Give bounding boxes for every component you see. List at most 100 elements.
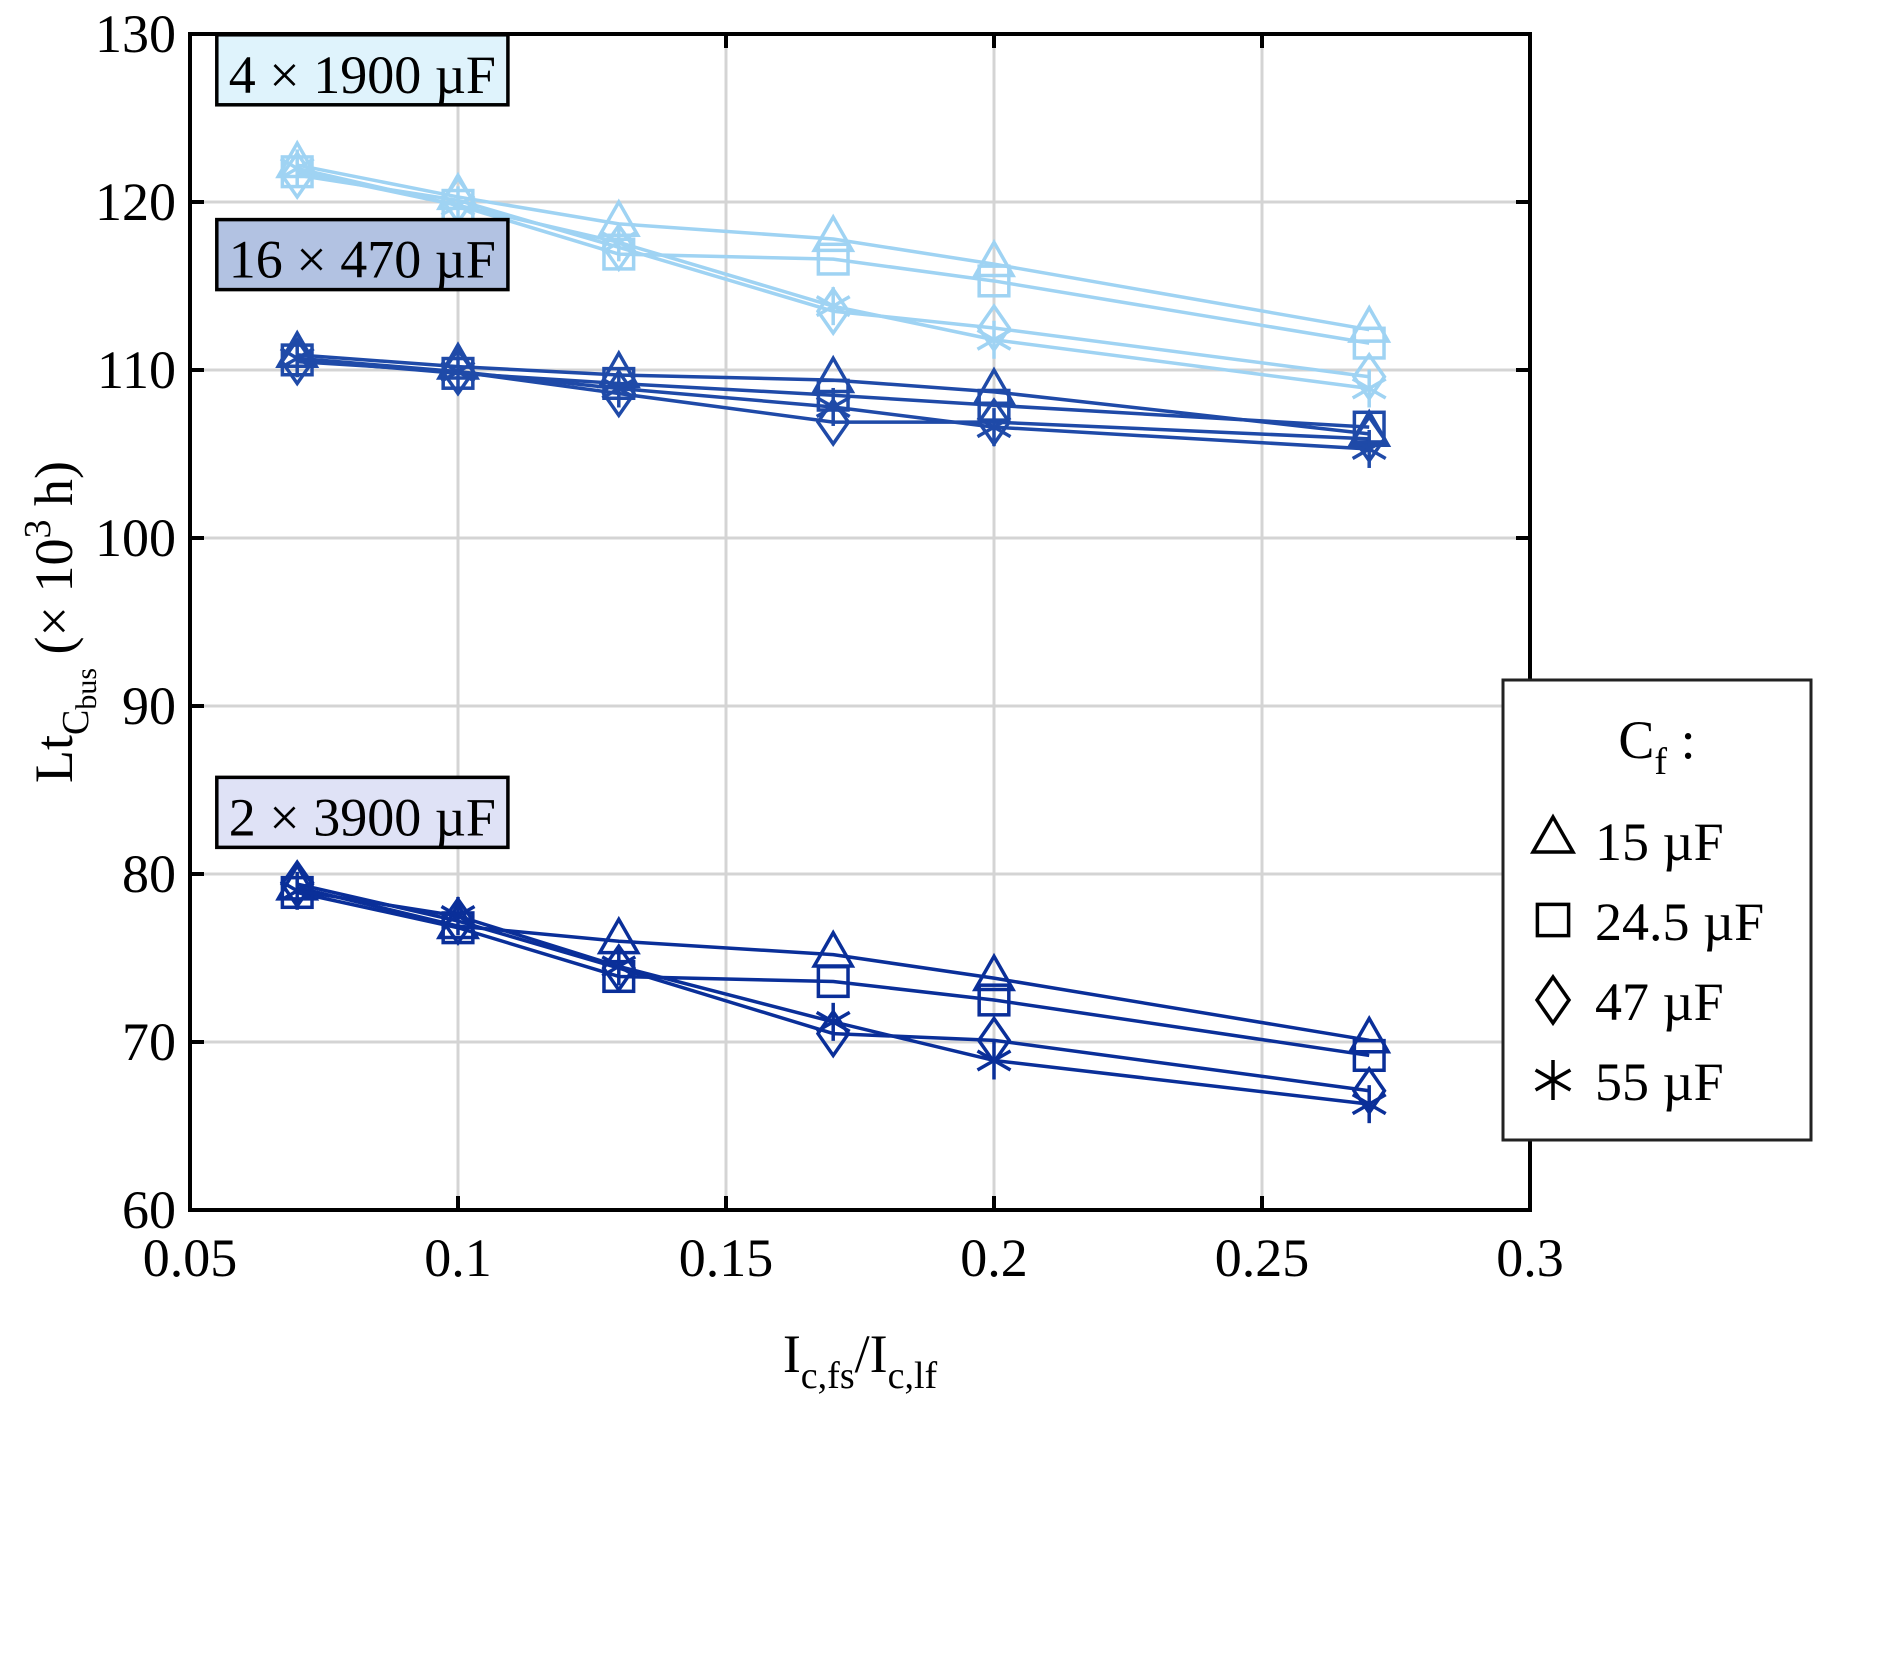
y-tick-label: 120 — [95, 172, 176, 232]
data-point-asterisk — [1351, 1085, 1387, 1124]
legend-marker-triangle — [1529, 813, 1577, 854]
x-tick-label: 0.05 — [143, 1228, 238, 1288]
data-point-asterisk — [279, 871, 315, 910]
legend-title: Cf : — [1618, 710, 1695, 783]
legend-entry: 47 µF — [1534, 972, 1724, 1032]
data-point-asterisk — [440, 352, 476, 391]
asterisk-stroke — [279, 157, 315, 180]
series-group-0 — [275, 139, 1392, 408]
data-point-asterisk — [815, 387, 851, 426]
data-point-asterisk — [279, 149, 315, 188]
legend-entry: 55 µF — [1534, 1052, 1724, 1112]
asterisk-stroke — [976, 1049, 1012, 1072]
legend-entry: 24.5 µF — [1535, 892, 1764, 952]
data-point-triangle — [971, 238, 1017, 278]
series-line — [296, 885, 1370, 1043]
asterisk-stroke — [1351, 1093, 1387, 1116]
legend-marker-asterisk — [1534, 1060, 1572, 1100]
group-label-text: 2 × 3900 µF — [229, 787, 496, 847]
data-point-triangle — [811, 929, 856, 968]
x-tick-label: 0.3 — [1496, 1228, 1564, 1288]
series-group-2 — [275, 859, 1392, 1124]
data-point-square — [1352, 326, 1386, 360]
data-point-diamond — [279, 150, 315, 201]
data-point-asterisk — [601, 369, 637, 408]
data-point-asterisk — [1351, 429, 1387, 468]
x-tick-label: 0.1 — [424, 1228, 492, 1288]
y-tick-label: 90 — [122, 676, 176, 736]
legend-marker-square — [1535, 902, 1571, 938]
legend-label: 55 µF — [1595, 1052, 1724, 1112]
series-line — [296, 890, 1370, 1058]
asterisk-stroke — [815, 1010, 851, 1033]
legend: Cf : 15 µF 24.5 µF 47 µF 55 µF — [1501, 678, 1813, 1142]
asterisk-stroke — [815, 395, 851, 418]
data-point-square — [977, 264, 1011, 298]
data-point-asterisk — [601, 223, 637, 262]
data-point-asterisk — [279, 339, 315, 378]
data-point-triangle — [811, 213, 856, 253]
legend-label: 47 µF — [1595, 972, 1724, 1032]
data-point-square — [816, 242, 850, 276]
series-line — [296, 166, 1370, 391]
asterisk-stroke — [976, 328, 1012, 351]
y-tick-label: 110 — [97, 340, 176, 400]
data-point-asterisk — [815, 287, 851, 326]
data-point-asterisk — [976, 320, 1012, 359]
legend-label: 15 µF — [1595, 812, 1724, 872]
series-line — [296, 889, 1370, 1106]
x-axis-title: Ic,fs/Ic,lf — [783, 1324, 938, 1397]
group-label-bg — [215, 33, 510, 107]
asterisk-stroke — [976, 416, 1012, 439]
data-point-asterisk — [1351, 369, 1387, 408]
series-line — [297, 356, 1370, 451]
data-point-asterisk — [976, 408, 1012, 447]
y-tick-label: 80 — [122, 844, 176, 904]
data-point-triangle — [971, 952, 1017, 992]
asterisk-stroke — [601, 955, 637, 978]
data-point-square — [816, 964, 850, 999]
asterisk-stroke — [601, 231, 637, 254]
plot-frame — [188, 32, 1532, 1212]
asterisk-stroke — [601, 377, 637, 400]
group-label-text: 4 × 1900 µF — [229, 45, 496, 105]
asterisk-stroke — [1351, 377, 1387, 400]
group-label-box: 2 × 3900 µF — [215, 775, 510, 850]
data-point-triangle — [1347, 1014, 1392, 1054]
y-tick-label: 60 — [122, 1180, 176, 1240]
group-label-box: 4 × 1900 µF — [215, 33, 510, 107]
y-tick-label: 70 — [122, 1012, 176, 1072]
data-point-asterisk — [440, 897, 476, 935]
asterisk-stroke — [279, 879, 315, 902]
legend-marker-diamond — [1534, 973, 1572, 1027]
data-point-square — [977, 983, 1011, 1017]
series-line — [296, 882, 1370, 1093]
group-label-bg — [215, 217, 510, 292]
x-tick-label: 0.25 — [1215, 1228, 1310, 1288]
legend-entries: 15 µF 24.5 µF 47 µF 55 µF — [1529, 812, 1764, 1112]
series-line — [296, 173, 1370, 379]
series-group-1 — [275, 329, 1392, 468]
y-axis-title: LtCbus (× 103 h) — [17, 461, 103, 783]
legend-label: 24.5 µF — [1595, 892, 1764, 952]
asterisk-stroke — [440, 904, 476, 928]
axis-ticks: 0.05 0.1 0.15 0.2 0.25 0.3 60 70 80 90 100 110 120 13… — [95, 4, 1564, 1288]
asterisk-stroke — [1351, 437, 1387, 460]
series-line — [297, 353, 1370, 436]
asterisk-stroke — [440, 360, 476, 383]
series-line — [296, 163, 1370, 332]
x-tick-label: 0.15 — [679, 1228, 774, 1288]
asterisk-stroke — [815, 295, 851, 318]
plot-data — [275, 139, 1392, 1124]
group-labels: 4 × 1900 µF 16 × 470 µF 2 × 3900 µF — [215, 33, 510, 850]
group-label-box: 16 × 470 µF — [215, 217, 510, 292]
data-point-asterisk — [601, 947, 637, 986]
legend-entry: 15 µF — [1529, 812, 1724, 872]
asterisk-stroke — [1534, 1068, 1572, 1092]
data-point-asterisk — [976, 1041, 1012, 1080]
y-tick-label: 130 — [95, 4, 176, 64]
group-label-bg — [215, 775, 510, 850]
group-label-text: 16 × 470 µF — [229, 230, 496, 290]
y-tick-label: 100 — [95, 508, 176, 568]
